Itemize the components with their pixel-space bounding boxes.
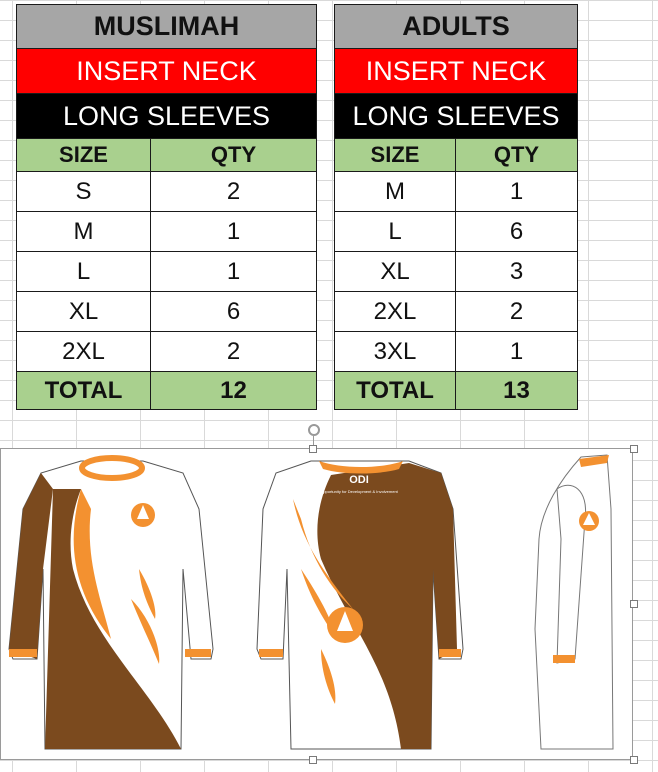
table-row: XL 3 xyxy=(334,251,578,292)
rotate-handle[interactable] xyxy=(308,424,320,436)
resize-handle-top[interactable] xyxy=(309,445,317,453)
table-row: 2XL 2 xyxy=(334,291,578,332)
size-cell[interactable]: 2XL xyxy=(334,291,456,332)
table-row: M 1 xyxy=(16,211,318,252)
qty-cell[interactable]: 1 xyxy=(149,211,318,252)
size-header[interactable]: SIZE xyxy=(16,138,151,172)
jersey-design-illustration: ODI Opportunity for Development & Involv… xyxy=(8,454,614,750)
muslimah-neck-cell[interactable]: INSERT NECK xyxy=(15,48,318,94)
resize-handle-top-right[interactable] xyxy=(630,445,638,453)
size-cell[interactable]: L xyxy=(16,251,151,292)
size-cell[interactable]: M xyxy=(334,171,456,212)
rotate-stem xyxy=(313,436,314,448)
qty-header[interactable]: QTY xyxy=(149,138,318,172)
qty-cell[interactable]: 1 xyxy=(149,251,318,292)
size-cell[interactable]: L xyxy=(334,211,456,252)
muslimah-title[interactable]: MUSLIMAH xyxy=(15,4,318,49)
adults-table: ADULTS INSERT NECK LONG SLEEVES SIZE QTY… xyxy=(334,4,578,410)
qty-header[interactable]: QTY xyxy=(455,138,578,172)
qty-cell[interactable]: 2 xyxy=(455,291,578,332)
logo-subtitle: Opportunity for Development & Involvemen… xyxy=(320,489,398,494)
table-row: XL 6 xyxy=(16,291,318,332)
qty-cell[interactable]: 6 xyxy=(455,211,578,252)
total-label[interactable]: TOTAL xyxy=(334,371,456,410)
size-cell[interactable]: XL xyxy=(334,251,456,292)
qty-cell[interactable]: 1 xyxy=(455,331,578,372)
total-qty[interactable]: 12 xyxy=(149,371,318,410)
table-row: L 6 xyxy=(334,211,578,252)
qty-cell[interactable]: 2 xyxy=(149,171,318,212)
size-cell[interactable]: 3XL xyxy=(334,331,456,372)
muslimah-table: MUSLIMAH INSERT NECK LONG SLEEVES SIZE Q… xyxy=(15,4,318,410)
size-cell[interactable]: 2XL xyxy=(16,331,151,372)
size-cell[interactable]: S xyxy=(16,171,151,212)
muslimah-sleeves-cell[interactable]: LONG SLEEVES xyxy=(15,93,318,139)
adults-neck-cell[interactable]: INSERT NECK xyxy=(334,48,578,94)
qty-cell[interactable]: 2 xyxy=(149,331,318,372)
size-cell[interactable]: XL xyxy=(16,291,151,332)
qty-cell[interactable]: 1 xyxy=(455,171,578,212)
qty-cell[interactable]: 3 xyxy=(455,251,578,292)
total-qty[interactable]: 13 xyxy=(455,371,578,410)
size-header[interactable]: SIZE xyxy=(334,138,456,172)
jersey-back-view: ODI Opportunity for Development & Involv… xyxy=(256,460,464,750)
table-row: M 1 xyxy=(334,171,578,212)
table-row: 2XL 2 xyxy=(16,331,318,372)
adults-title[interactable]: ADULTS xyxy=(334,4,578,49)
jersey-front-view xyxy=(8,455,214,750)
embedded-jersey-image[interactable]: ODI Opportunity for Development & Involv… xyxy=(0,448,633,760)
resize-handle-bottom-right[interactable] xyxy=(630,756,638,764)
adults-sleeves-cell[interactable]: LONG SLEEVES xyxy=(334,93,578,139)
resize-handle-bottom[interactable] xyxy=(309,756,317,764)
logo-title: ODI xyxy=(349,474,369,486)
qty-cell[interactable]: 6 xyxy=(149,291,318,332)
table-row: S 2 xyxy=(16,171,318,212)
table-row: 3XL 1 xyxy=(334,331,578,372)
size-cell[interactable]: M xyxy=(16,211,151,252)
total-label[interactable]: TOTAL xyxy=(16,371,151,410)
table-row: L 1 xyxy=(16,251,318,292)
jersey-side-view xyxy=(534,454,614,750)
resize-handle-right[interactable] xyxy=(630,600,638,608)
